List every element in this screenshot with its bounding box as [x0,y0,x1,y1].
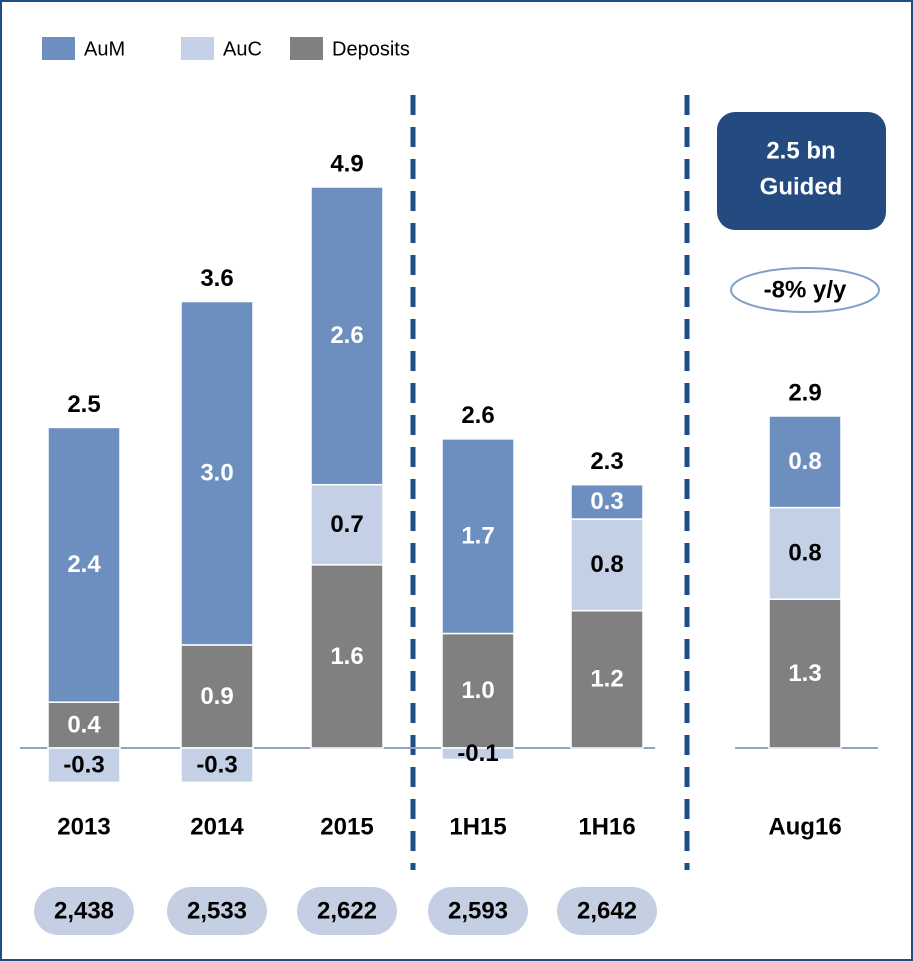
total-label: 2.5 [67,391,100,418]
bar-segment [310,186,384,486]
category-label: 1H15 [449,813,506,840]
data-label: 0.4 [67,711,101,738]
data-label: 0.3 [590,488,623,515]
bar-segment [570,483,644,520]
data-label: 0.7 [330,511,363,538]
data-label: 0.8 [788,540,821,567]
legend-label: AuC [223,38,262,60]
bar-segment [441,632,515,749]
footer-pill [428,887,528,935]
data-label: 1.7 [461,523,494,550]
bar-segment [441,747,515,761]
footer-pill [557,887,657,935]
bar-segment [47,701,121,749]
bar-segment [768,506,842,600]
footer-pill [167,887,267,935]
footer-label: 2,438 [54,897,114,924]
data-label: -0.1 [457,740,498,767]
footer-label: 2,642 [577,897,637,924]
data-label: -0.3 [63,752,104,779]
total-label: 2.3 [590,448,623,475]
category-label: 2014 [190,813,244,840]
data-label: 3.0 [200,460,233,487]
legend-label: Deposits [332,38,410,60]
guidance-text: 2.5 bn [766,137,835,164]
category-label: 2015 [320,813,373,840]
bar-segment [310,483,384,566]
total-label: 3.6 [200,265,233,292]
legend-label: AuM [84,38,125,60]
data-label: -0.3 [196,752,237,779]
legend-swatch [42,37,75,60]
category-label: Aug16 [768,813,841,840]
change-ellipse [730,267,880,313]
data-label: 0.9 [200,683,233,710]
total-label: 2.6 [461,402,494,429]
bar-segment [180,747,254,784]
footer-label: 2,593 [448,897,508,924]
bar-segment [180,300,254,646]
data-label: 1.6 [330,643,363,670]
data-label: 0.8 [788,448,821,475]
data-label: 2.4 [67,551,101,578]
category-label: 2013 [57,813,110,840]
legend-swatch [290,37,323,60]
category-label: 1H16 [578,813,635,840]
bar-segment [768,598,842,749]
bar-segment [570,518,644,612]
total-label: 2.9 [788,379,821,406]
bar-segment [310,564,384,749]
footer-pill [34,887,134,935]
data-label: 2.6 [330,322,363,349]
guidance-text: Guided [760,173,843,200]
legend-swatch [181,37,214,60]
bar-segment [441,438,515,635]
footer-label: 2,533 [187,897,247,924]
data-label: 1.3 [788,660,821,687]
guidance-box [717,112,886,230]
data-label: 1.2 [590,666,623,693]
change-label: -8% y/y [764,276,847,303]
bar-segment [47,426,121,703]
bar-segment [768,415,842,509]
total-label: 4.9 [330,150,363,177]
bar-segment [47,747,121,784]
data-label: 0.8 [590,551,623,578]
footer-pill [297,887,397,935]
footer-label: 2,622 [317,897,377,924]
data-label: 1.0 [461,677,494,704]
